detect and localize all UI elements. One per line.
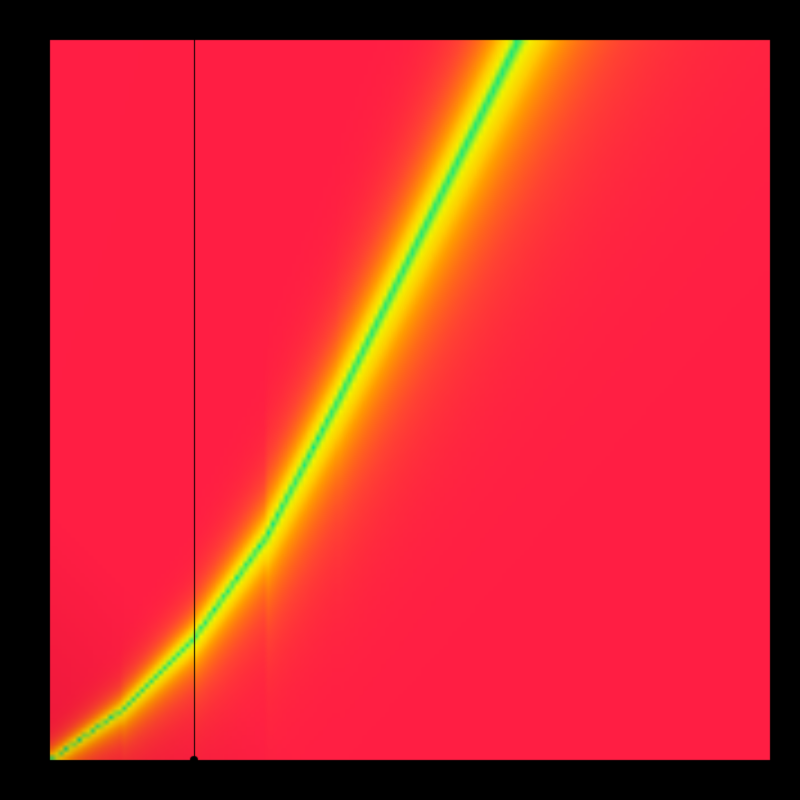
bottleneck-heatmap [0,0,800,800]
chart-root: TheBottlenecker.com [0,0,800,800]
